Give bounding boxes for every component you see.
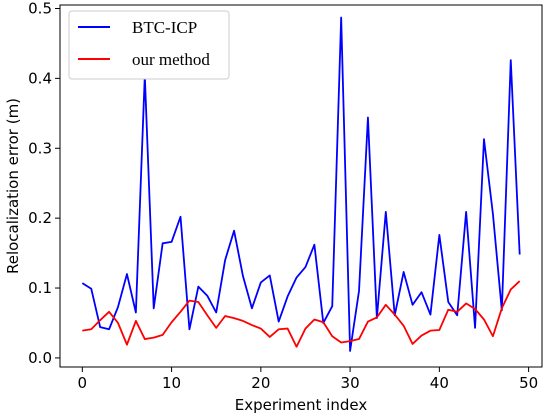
x-tick-label: 0: [78, 374, 88, 392]
legend: BTC-ICP our method: [68, 10, 230, 80]
y-tick-label: 0.2: [28, 209, 52, 227]
x-tick-label: 50: [519, 374, 538, 392]
y-axis-label: Relocalization error (m): [4, 98, 22, 274]
x-axis-label: Experiment index: [235, 396, 368, 414]
y-tick-label: 0.0: [28, 349, 52, 367]
x-tick-label: 30: [341, 374, 360, 392]
x-tick-label: 40: [430, 374, 449, 392]
series-line-our-method: [82, 280, 521, 348]
x-tick-label: 20: [251, 374, 270, 392]
legend-label-our-method: our method: [132, 50, 210, 69]
y-tick-label: 0.5: [28, 0, 52, 17]
legend-label-btc-icp: BTC-ICP: [132, 18, 197, 37]
y-tick-label: 0.1: [28, 279, 52, 297]
y-tick-label: 0.4: [28, 69, 52, 87]
series-lines: [81, 16, 521, 352]
x-axis-ticks: 0 10 20 30 40 50: [78, 367, 538, 392]
series-line-btc-icp: [81, 16, 521, 352]
y-axis-ticks: 0.0 0.1 0.2 0.3 0.4 0.5: [28, 0, 60, 367]
x-tick-label: 10: [162, 374, 181, 392]
y-tick-label: 0.3: [28, 139, 52, 157]
